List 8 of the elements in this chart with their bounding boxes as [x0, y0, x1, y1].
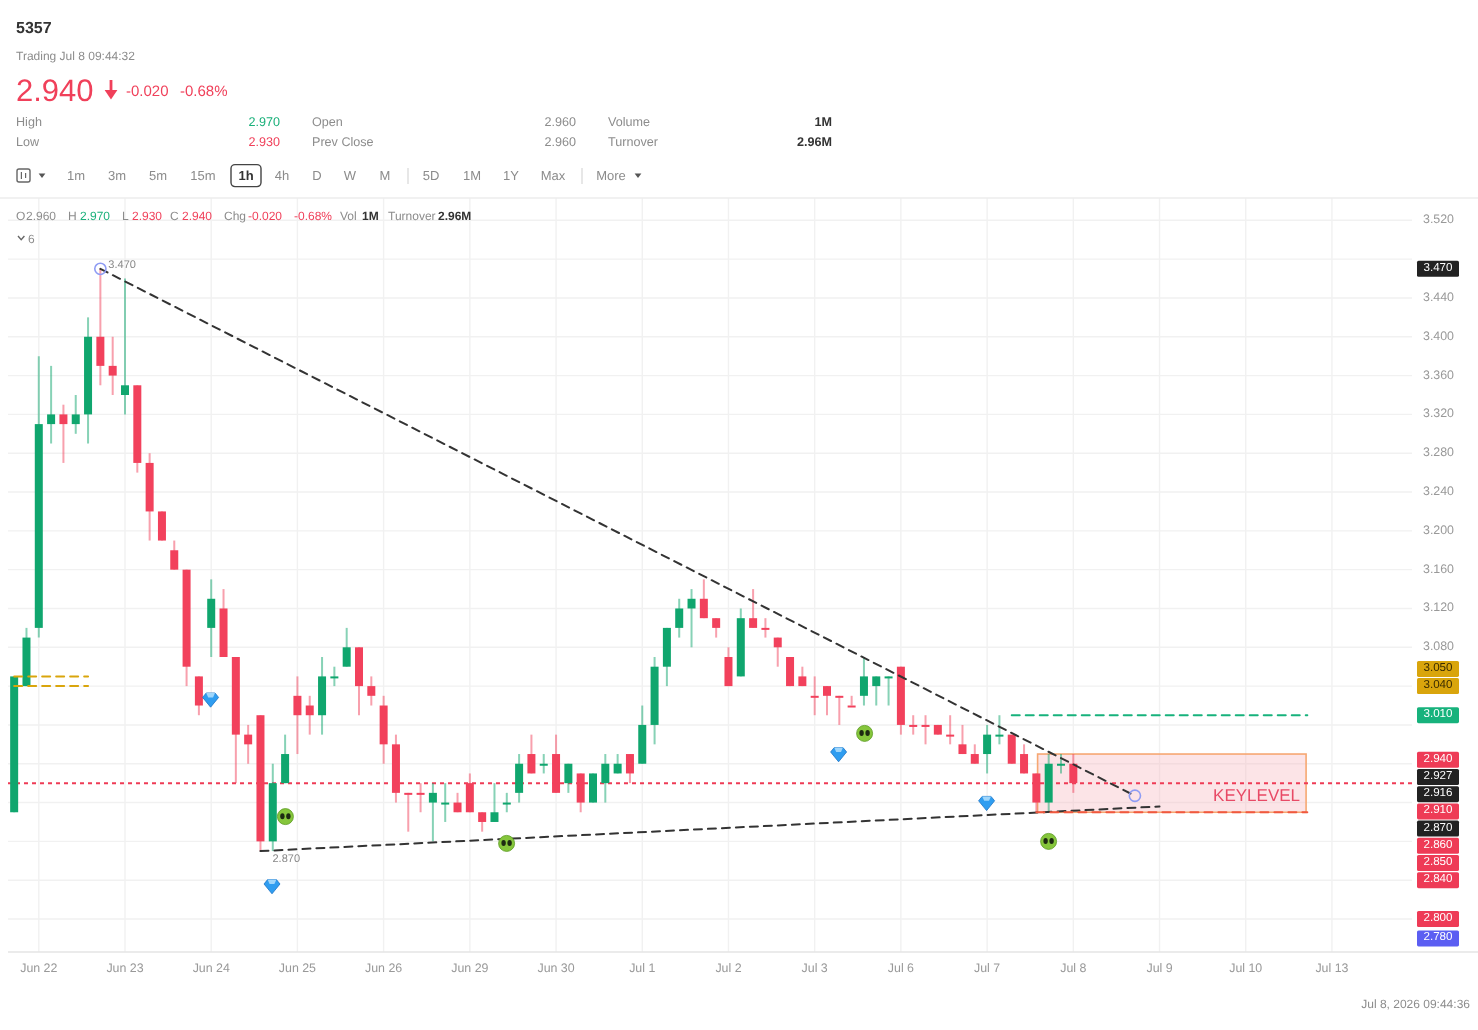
candlestick	[589, 772, 597, 804]
candlestick	[157, 510, 166, 542]
chart-title: 5357	[16, 19, 53, 37]
band-label: KEYLEVEL	[1213, 785, 1301, 806]
candlestick	[1007, 733, 1016, 765]
candlestick	[847, 694, 856, 708]
text: 2.940	[16, 75, 95, 109]
candlestick	[786, 656, 795, 688]
